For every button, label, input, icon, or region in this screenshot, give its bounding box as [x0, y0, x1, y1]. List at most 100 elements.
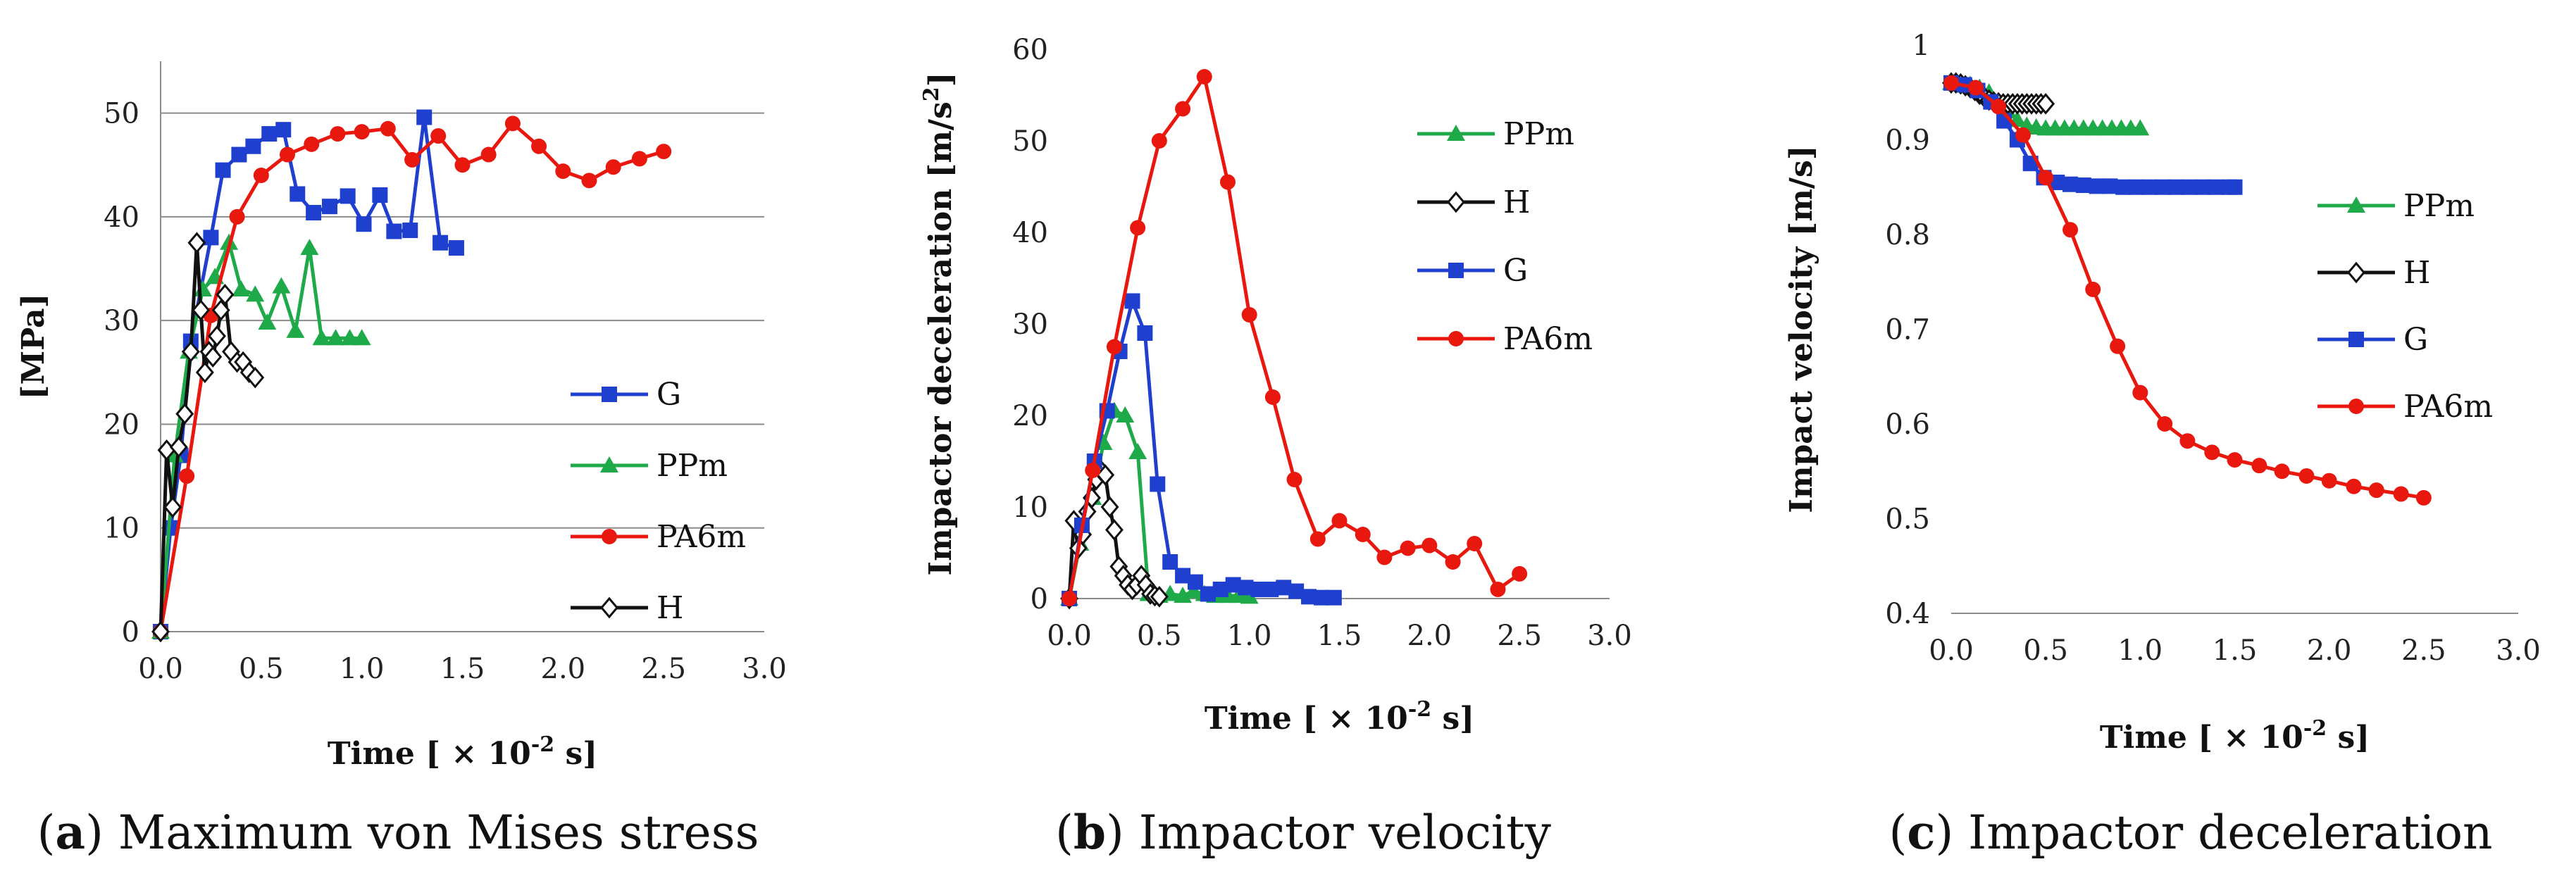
legend-item-g: G	[1417, 253, 1528, 289]
series-line-h	[158, 241, 256, 632]
data-point-pa6m	[330, 126, 346, 142]
data-point-pa6m	[380, 120, 396, 137]
data-point-g	[2227, 179, 2243, 195]
legend-marker	[1448, 331, 1464, 346]
data-point-g	[448, 240, 464, 256]
series-pa6m	[1062, 69, 1528, 606]
data-point-g	[2062, 176, 2079, 192]
data-point-h	[181, 341, 200, 363]
data-point-g	[2089, 178, 2105, 194]
y-tick-label: 40	[104, 201, 139, 234]
y-tick-label: 30	[104, 305, 139, 337]
data-point-h	[187, 232, 206, 254]
data-point-pa6m	[1331, 513, 1348, 529]
data-point-g	[231, 146, 247, 163]
data-point-h	[1100, 496, 1119, 518]
data-point-pa6m	[1264, 389, 1281, 405]
data-point-h	[211, 299, 230, 321]
y-axis-label: Impactor deceleration [m/s2]	[919, 73, 959, 576]
x-tick-label: 0.0	[1047, 620, 1092, 652]
data-point-h	[175, 403, 194, 425]
y-axis-label: [MPa]	[15, 294, 51, 400]
data-point-g	[2194, 179, 2210, 195]
data-point-pa6m	[555, 163, 571, 180]
legend-label: PA6m	[657, 519, 746, 555]
data-point-ppm	[272, 277, 291, 294]
series-ppm	[151, 233, 371, 639]
panel-caption: (b) Impactor velocity	[1055, 805, 1551, 860]
panel-c-impactor-deceleration: 0.0 0.5 1.0 1.5 2.0 2.5 3.0 0.4 0.5 0.6 0.7 0.8 0.9 1…	[1784, 30, 2541, 860]
x-tick-label: 2.5	[2401, 634, 2446, 667]
data-point-g	[2075, 177, 2091, 194]
data-point-ppm	[312, 329, 331, 346]
legend-item-g: G	[571, 377, 681, 413]
data-point-pa6m	[1309, 531, 1326, 547]
y-tick-label: 10	[1012, 492, 1048, 524]
data-point-g	[433, 234, 449, 251]
x-tick-label: 3.0	[2496, 634, 2541, 667]
legend-marker	[2348, 399, 2364, 414]
x-tick-label: 3.0	[742, 653, 787, 685]
data-point-ppm	[246, 285, 265, 302]
data-point-ppm	[1240, 587, 1259, 604]
data-point-pa6m	[480, 146, 497, 163]
data-point-pa6m	[1512, 565, 1528, 582]
y-tick-label: 50	[1012, 125, 1048, 158]
legend-item-h: H	[1417, 184, 1530, 220]
x-tick-label: 2.0	[541, 653, 586, 685]
data-point-pa6m	[2110, 338, 2126, 354]
data-point-ppm	[232, 280, 251, 296]
data-point-g	[1175, 568, 1191, 584]
legend-marker	[1447, 125, 1465, 141]
legend-marker	[2347, 196, 2365, 213]
data-point-g	[2141, 179, 2158, 195]
data-point-pa6m	[2368, 482, 2384, 499]
data-point-pa6m	[2298, 468, 2315, 484]
x-tick-label: 2.5	[641, 653, 686, 685]
data-point-g	[386, 223, 402, 239]
data-point-pa6m	[2274, 463, 2290, 480]
data-point-pa6m	[2393, 486, 2409, 502]
legend-label: H	[657, 590, 683, 626]
y-tick-label: 10	[104, 513, 139, 545]
panel-caption: (c) Impactor deceleration	[1889, 805, 2493, 860]
data-point-g	[1238, 580, 1254, 596]
x-tick-label: 1.0	[2118, 634, 2163, 667]
data-point-g	[2182, 179, 2198, 195]
data-point-h	[195, 361, 214, 384]
data-point-pa6m	[2157, 416, 2173, 432]
data-point-pa6m	[1445, 554, 1461, 570]
y-tick-label: 0.4	[1885, 598, 1930, 630]
x-axis-label: Time [ × 10-2 s]	[328, 732, 597, 772]
data-point-g	[163, 520, 179, 536]
y-axis-label: Impact velocity [m/s]	[1784, 145, 1819, 513]
y-tick-label: 0.6	[1885, 408, 1930, 441]
data-point-g	[356, 216, 372, 232]
legend-label: G	[1503, 253, 1528, 289]
data-point-pa6m	[2227, 452, 2243, 468]
data-point-g	[1301, 589, 1317, 605]
y-tick-label: 0	[122, 616, 139, 649]
data-point-pa6m	[1490, 582, 1506, 597]
data-point-ppm	[352, 329, 371, 346]
data-point-pa6m	[1943, 75, 1959, 91]
data-point-g	[215, 162, 231, 178]
x-tick-label: 1.5	[1317, 620, 1362, 652]
data-point-g	[2115, 179, 2132, 195]
data-point-ppm	[340, 329, 359, 346]
x-tick-label: 0.5	[1137, 620, 1182, 652]
legend-label: G	[657, 377, 681, 413]
x-tick-label: 0.5	[239, 653, 284, 685]
data-point-h	[204, 346, 223, 368]
y-tick-label: 40	[1012, 217, 1048, 249]
data-point-pa6m	[1991, 99, 2007, 115]
data-point-pa6m	[2132, 384, 2148, 401]
legend-item-pa6m: PA6m	[2317, 389, 2493, 425]
data-point-pa6m	[605, 159, 621, 175]
series-line-ppm	[158, 241, 362, 632]
data-point-pa6m	[504, 115, 521, 132]
data-point-pa6m	[1967, 80, 1984, 96]
x-tick-label: 2.0	[1407, 620, 1452, 652]
data-point-pa6m	[253, 168, 269, 183]
y-tick-label: 50	[104, 98, 139, 130]
